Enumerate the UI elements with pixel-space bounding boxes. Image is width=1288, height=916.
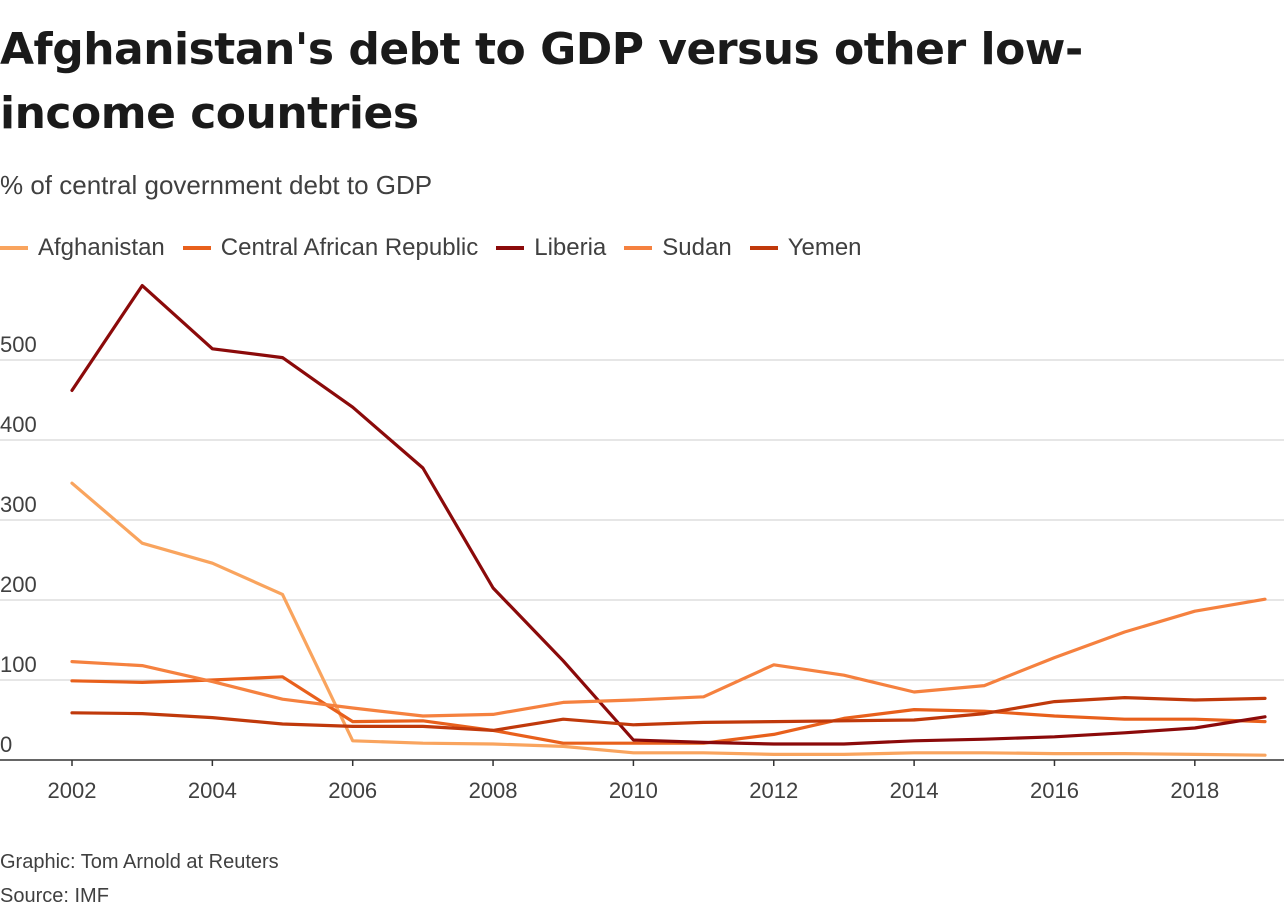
series-line-sudan <box>70 597 1267 718</box>
x-tick-label: 2004 <box>188 778 237 803</box>
x-tick-label: 2016 <box>1030 778 1079 803</box>
legend-swatch <box>749 246 778 250</box>
legend-item-yemen: Yemen <box>749 234 862 262</box>
chart-subtitle: % of central government debt to GDP <box>0 170 433 200</box>
legend-item-afghanistan: Afghanistan <box>0 234 165 262</box>
y-tick-label: 0 <box>0 732 12 757</box>
legend-swatch <box>624 246 653 250</box>
legend-label: Central African Republic <box>220 234 479 261</box>
chart-title: Afghanistan's debt to GDP versus other l… <box>0 24 1083 139</box>
series-line-afghanistan <box>70 481 1267 757</box>
x-tick-label: 2012 <box>749 778 798 803</box>
legend-swatch <box>182 246 211 250</box>
y-tick-label: 200 <box>0 572 37 597</box>
legend-item-sudan: Sudan <box>624 234 732 262</box>
series-line-central-african-republic <box>70 675 1267 745</box>
y-tick-label: 400 <box>0 412 37 437</box>
x-tick-label: 2008 <box>469 778 518 803</box>
legend-label: Sudan <box>662 234 732 261</box>
legend-label: Liberia <box>534 234 607 261</box>
chart-legend: Afghanistan Central African Republic Liber… <box>0 232 880 264</box>
x-tick-label: 2006 <box>328 778 377 803</box>
legend-label: Yemen <box>787 234 862 261</box>
x-tick-label: 2002 <box>48 778 97 803</box>
legend-swatch <box>496 246 525 250</box>
legend-item-liberia: Liberia <box>496 234 606 262</box>
series-line-liberia <box>70 284 1267 746</box>
y-tick-label: 300 <box>0 492 37 517</box>
x-tick-label: 2014 <box>890 778 939 803</box>
legend-label: Afghanistan <box>38 234 165 261</box>
legend-item-central-african-republic: Central African Republic <box>182 234 479 262</box>
series-line-yemen <box>70 696 1267 732</box>
legend-swatch <box>0 246 28 250</box>
source-note: Source: IMF <box>0 885 109 907</box>
graphic-credit: Graphic: Tom Arnold at Reuters <box>0 851 279 873</box>
x-tick-label: 2018 <box>1170 778 1219 803</box>
x-tick-label: 2010 <box>609 778 658 803</box>
y-tick-label: 500 <box>0 332 37 357</box>
line-chart: 0 100 200 300 400 500 2002 2004 2006 2008 2010 2012… <box>0 284 1284 803</box>
y-tick-label: 100 <box>0 652 37 677</box>
